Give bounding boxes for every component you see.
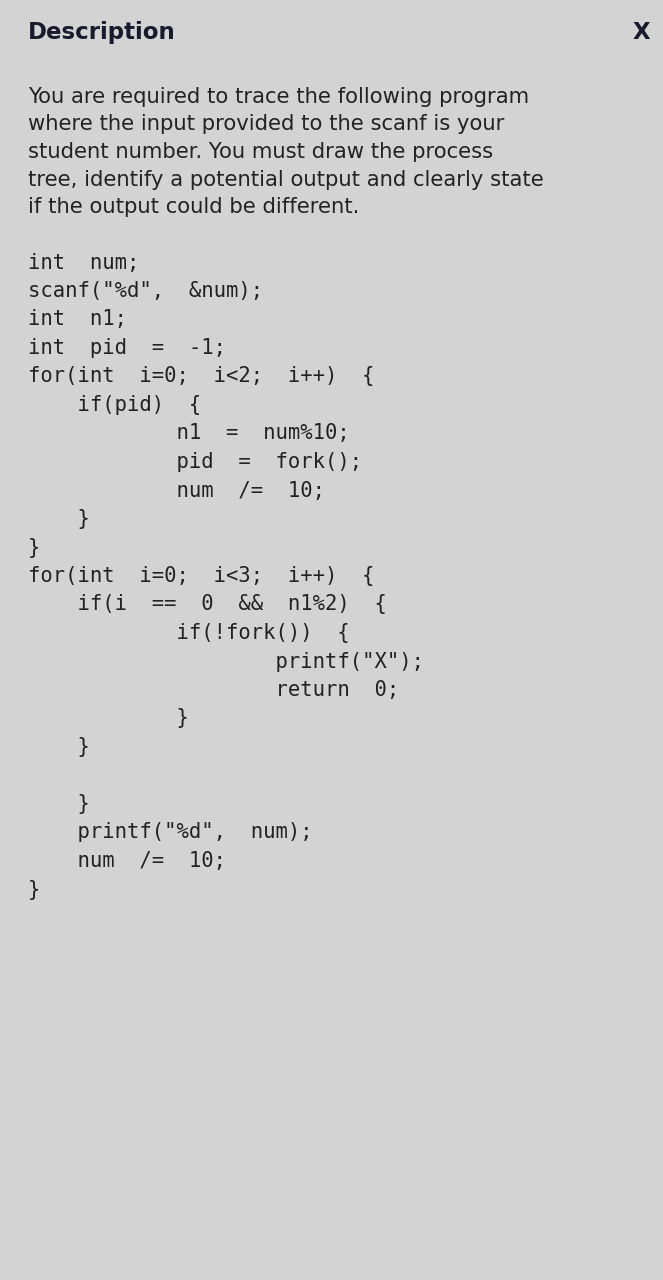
Text: int  n1;: int n1; — [28, 310, 127, 329]
Text: where the input provided to the scanf is your: where the input provided to the scanf is… — [28, 114, 505, 134]
Text: pid  =  fork();: pid = fork(); — [28, 452, 362, 472]
Text: num  /=  10;: num /= 10; — [28, 851, 226, 870]
Text: scanf("%d",  &num);: scanf("%d", &num); — [28, 282, 263, 301]
Text: }: } — [28, 538, 40, 558]
Text: for(int  i=0;  i<2;  i++)  {: for(int i=0; i<2; i++) { — [28, 366, 375, 387]
Text: for(int  i=0;  i<3;  i++)  {: for(int i=0; i<3; i++) { — [28, 566, 375, 586]
Text: }: } — [28, 709, 189, 728]
Text: You are required to trace the following program: You are required to trace the following … — [28, 87, 529, 108]
Text: if(pid)  {: if(pid) { — [28, 396, 202, 415]
Text: if the output could be different.: if the output could be different. — [28, 197, 359, 218]
Text: if(i  ==  0  &&  n1%2)  {: if(i == 0 && n1%2) { — [28, 594, 387, 614]
Text: }: } — [28, 794, 90, 814]
Text: int  pid  =  -1;: int pid = -1; — [28, 338, 226, 358]
Text: num  /=  10;: num /= 10; — [28, 480, 325, 500]
Text: tree, identify a potential output and clearly state: tree, identify a potential output and cl… — [28, 169, 544, 189]
Text: Description: Description — [28, 20, 176, 44]
Text: int  num;: int num; — [28, 252, 139, 273]
Text: X: X — [633, 20, 650, 44]
Text: n1  =  num%10;: n1 = num%10; — [28, 424, 350, 443]
Text: student number. You must draw the process: student number. You must draw the proces… — [28, 142, 493, 163]
Text: printf("%d",  num);: printf("%d", num); — [28, 823, 313, 842]
Text: }: } — [28, 509, 90, 529]
Text: printf("X");: printf("X"); — [28, 652, 424, 672]
Text: if(!fork())  {: if(!fork()) { — [28, 623, 350, 643]
Text: return  0;: return 0; — [28, 680, 399, 700]
Text: }: } — [28, 737, 90, 756]
Text: }: } — [28, 879, 40, 900]
